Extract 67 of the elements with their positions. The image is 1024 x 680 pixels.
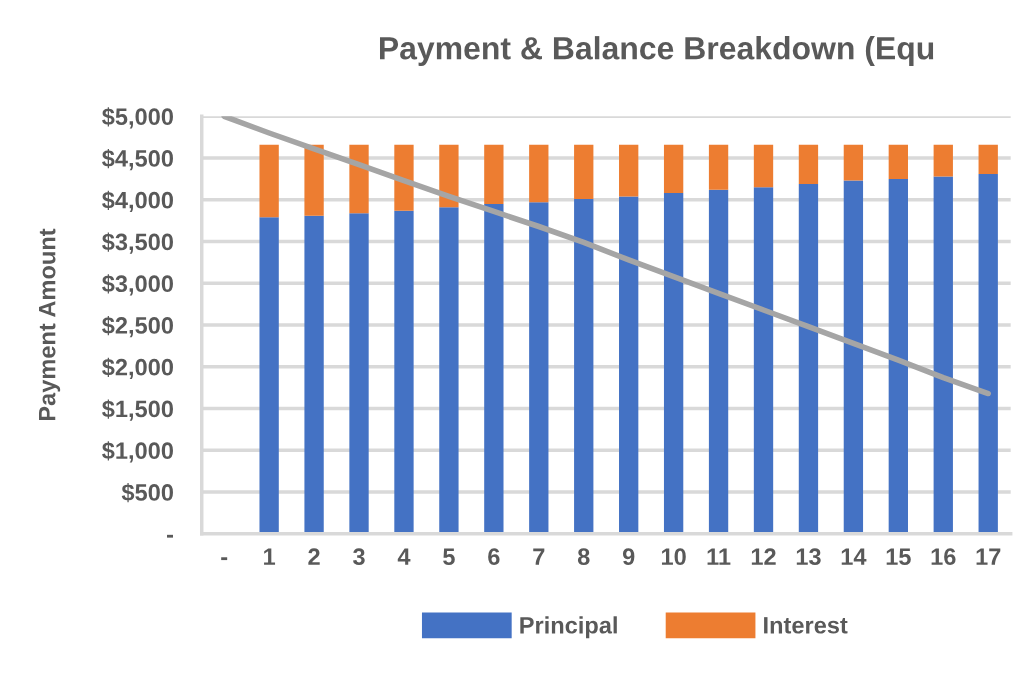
bar (978, 173, 998, 534)
y-axis-title: Payment Amount (39, 228, 61, 421)
bar (753, 144, 774, 188)
bar (529, 144, 549, 203)
bar (349, 213, 369, 534)
bar (933, 176, 953, 534)
bar (708, 144, 729, 190)
y-tick-label: $2,500 (102, 316, 173, 338)
bar (663, 193, 684, 534)
bar (933, 144, 953, 177)
bar (484, 203, 504, 534)
bar (708, 189, 729, 534)
y-tick-label: $3,000 (102, 274, 173, 296)
x-tick-label: 7 (533, 548, 545, 565)
bar (888, 178, 908, 534)
x-tick-label: 9 (622, 548, 635, 566)
bar (259, 144, 279, 218)
x-tick-label: 10 (661, 548, 686, 566)
y-tick-label: $2,000 (102, 357, 173, 379)
y-tick-label: $500 (121, 483, 173, 503)
y-tick-label: $1,000 (102, 441, 173, 463)
bar (888, 144, 908, 179)
bar (304, 215, 324, 534)
bar (484, 144, 504, 204)
x-tick-label: 2 (308, 548, 320, 565)
y-tick-label: $4,000 (102, 190, 173, 212)
x-tick-label: 1 (264, 548, 276, 565)
bar (663, 144, 684, 194)
bar (304, 144, 324, 216)
x-tick-label: 5 (443, 548, 455, 566)
x-tick-label: - (221, 557, 228, 561)
x-tick-label: 15 (886, 548, 911, 566)
bar (439, 144, 459, 208)
bar (798, 144, 819, 184)
chart-title: Payment & Balance Breakdown (Equ (379, 36, 934, 66)
bar (978, 144, 998, 174)
y-tick-label: $3,500 (102, 232, 173, 254)
bar (259, 217, 279, 534)
x-tick-label: 12 (751, 548, 776, 565)
legend-label: Interest (764, 617, 848, 634)
x-tick-label: 3 (353, 548, 365, 566)
y-tick-label: $1,500 (102, 399, 173, 421)
x-tick-label: 4 (397, 548, 411, 565)
x-tick-label: 13 (796, 548, 821, 566)
x-tick-label: 11 (707, 548, 731, 565)
bar (394, 210, 414, 534)
x-tick-label: 8 (577, 548, 590, 566)
bar (574, 144, 594, 199)
x-tick-label: 14 (841, 548, 867, 565)
bar (574, 198, 594, 534)
bar (798, 183, 819, 534)
bar (439, 207, 459, 534)
y-tick-label: - (167, 534, 174, 538)
legend-label: Principal (520, 616, 617, 639)
bar (619, 144, 639, 197)
x-tick-label: 16 (931, 548, 956, 566)
bar (394, 144, 414, 211)
bar (349, 144, 369, 214)
bar (753, 187, 774, 534)
y-tick-label: $4,500 (102, 149, 173, 171)
bar (843, 180, 864, 534)
x-tick-label: 17 (976, 548, 1001, 565)
bar (843, 144, 864, 181)
y-tick-label: $5,000 (102, 107, 173, 129)
bar (619, 196, 639, 534)
bar (529, 202, 549, 534)
x-tick-label: 6 (488, 548, 500, 566)
